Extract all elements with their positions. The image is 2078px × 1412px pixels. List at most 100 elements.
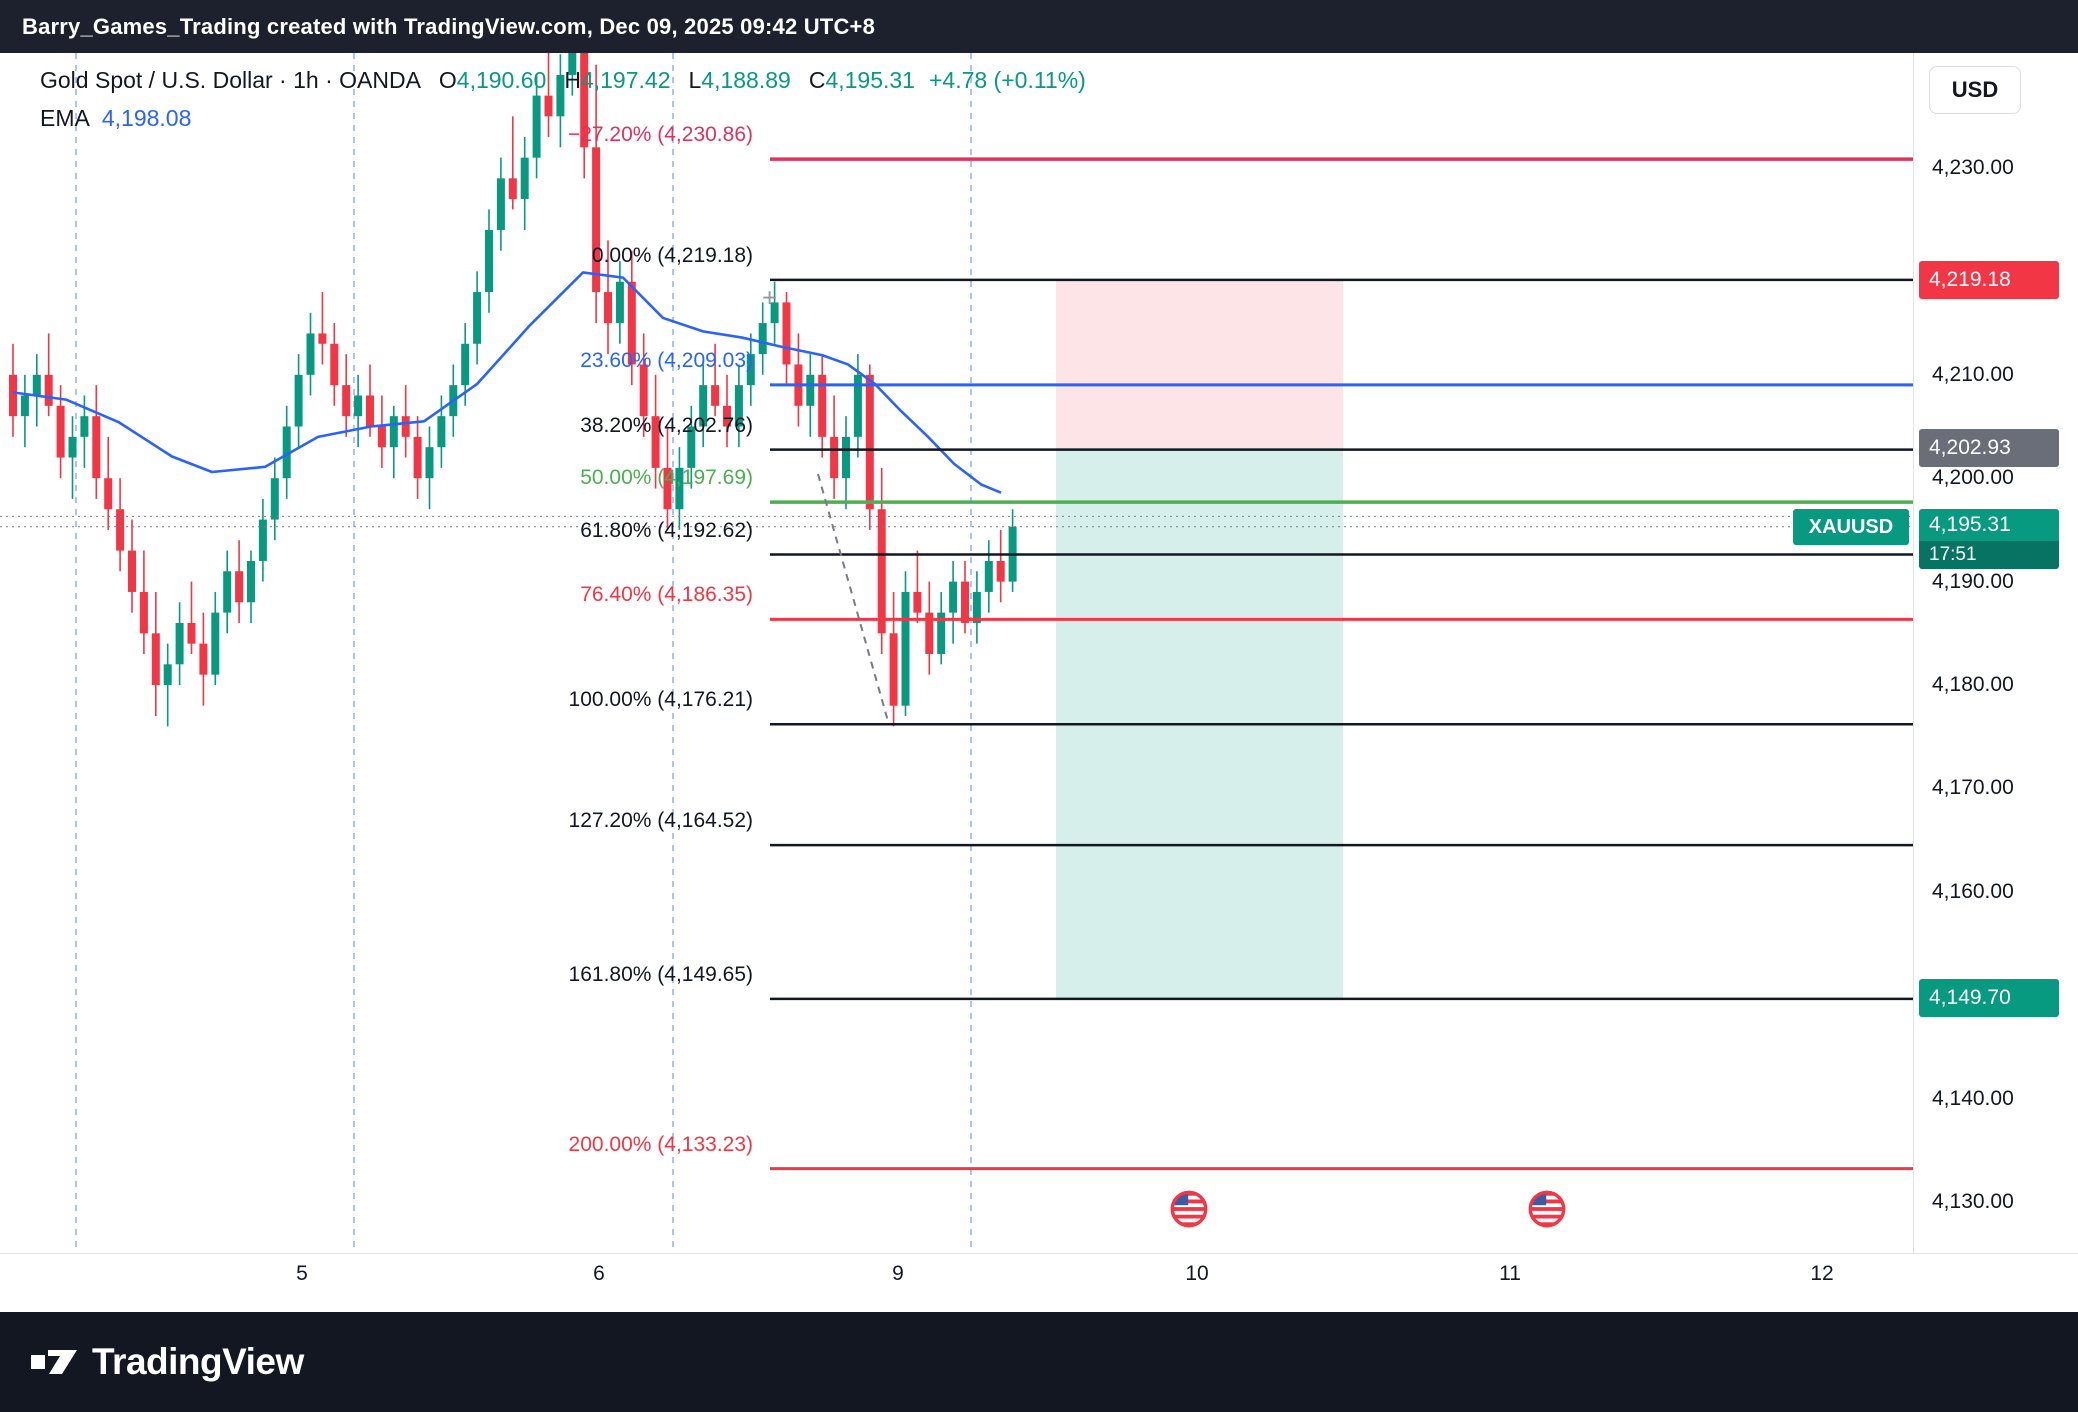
candle-body [520,157,529,200]
tradingview-wordmark: TradingView [92,1341,304,1382]
ema-value: 4,198.08 [101,105,192,131]
candle-body [627,281,636,365]
candle-body [247,560,255,603]
candle-body [56,405,65,458]
time-axis-label: 10 [1185,1262,1209,1285]
fib-label: 23.60% (4,209.03) [580,348,753,372]
candle-body [937,612,946,654]
supply-zone[interactable] [1056,279,1343,448]
candle-body [877,509,886,634]
candle-body [80,416,89,437]
candle-body [389,416,398,448]
price-tick-label: 4,180.00 [1932,673,2014,696]
price-tick-label: 4,160.00 [1932,879,2014,903]
candle-body [270,478,279,520]
candle-body [235,571,244,603]
fib-anchor-marker[interactable]: + [762,282,777,312]
candle-body [949,581,958,613]
candle-body [889,633,898,706]
candle-body [782,302,791,365]
candle-body [104,478,113,510]
candle-body [592,147,601,293]
fib-label: 0.00% (4,219.18) [591,243,753,267]
candle-body [734,385,743,427]
price-tick-label: 4,230.00 [1932,156,2014,179]
fib-label: 200.00% (4,133.23) [568,1132,753,1156]
candle-body [294,374,303,427]
us-flag-event-icon[interactable] [1170,1190,1208,1228]
candle-body [580,53,589,148]
candle-body [366,395,374,427]
candle-body [711,385,720,406]
support-price-badge: 4,149.70 [1919,979,2059,1018]
candle-body [163,664,172,685]
candle-body [830,436,839,479]
candle-body [485,230,493,293]
candle-body [806,374,815,406]
candle-body [651,416,660,468]
candle-body [568,53,577,75]
candle-body [9,374,17,417]
candle-body [199,643,208,675]
candle-body [211,612,220,675]
candle-body [44,374,53,406]
chart-plot-area[interactable]: + [0,53,1913,1312]
symbol-legend[interactable]: Gold Spot / U.S. Dollar · 1h · OANDA O4,… [40,67,1086,94]
time-axis-label: 9 [892,1262,904,1285]
price-tick-label: 4,170.00 [1932,776,2014,800]
candle-body [972,591,981,623]
candle-body [187,622,196,644]
candle-body [865,374,874,510]
ohlc-high: H4,197.42 [564,67,671,93]
fib-label: 38.20% (4,202.76) [580,413,753,437]
candle-body [853,374,862,437]
candle-body [258,519,267,561]
time-axis[interactable]: 5 6 9 10 11 12 [0,1253,2078,1313]
last-price-value: 4,195.31 [1919,508,2059,541]
candle-body [723,405,731,427]
candle-body [544,95,553,117]
attribution-text: Barry_Games_Trading created with Trading… [22,13,876,39]
ema-label: EMA [40,105,90,131]
candle-body [223,571,232,613]
candle-body [496,178,505,231]
candle-body [461,343,470,386]
candle-body [68,436,77,458]
fib-label: 61.80% (4,192.62) [580,518,753,542]
candle-body [306,333,315,375]
candle-body [639,364,648,417]
ema-legend[interactable]: EMA 4,198.08 [40,105,191,132]
tradingview-brand[interactable]: TradingView [30,1341,304,1383]
candle-body [318,333,327,344]
candle-body [151,633,160,685]
ema-line[interactable] [12,271,1002,494]
candle-body [984,560,993,592]
fib-trend-line[interactable] [817,473,889,722]
price-tick-label: 4,130.00 [1932,1190,2014,1213]
candle-body [770,302,779,324]
candle-body [925,612,934,654]
bar-countdown: 17:51 [1919,540,2059,569]
candle-body [139,591,148,634]
fib-label: 76.40% (4,186.35) [580,583,753,607]
candle-body [377,426,386,448]
candle-body [913,591,922,613]
currency-toggle-button[interactable]: USD [1929,66,2021,114]
last-price-badge: 4,195.31 17:51 [1919,508,2059,569]
ohlc-close: C4,195.31 [808,67,915,93]
ohlc-low: L4,188.89 [688,67,791,93]
us-flag-event-icon[interactable] [1528,1190,1566,1228]
price-axis[interactable]: 4,219.18 4,202.93 4,149.70 4,195.31 17:5… [1913,53,2078,1312]
candle-body [604,292,612,324]
candle-body [675,467,684,510]
candle-body [508,178,517,200]
candle-body [961,581,969,623]
anchor-price-badge: 4,202.93 [1919,428,2059,467]
candle-body [532,95,541,158]
candle-body [425,447,434,479]
fib-label: 161.80% (4,149.65) [568,962,753,986]
fib-label: 50.00% (4,197.69) [580,466,753,490]
chart-main: + −27.20% (4,230.86) 0.00% (4,219.18) 23.6… [0,53,2078,1313]
time-axis-label: 5 [296,1262,308,1285]
candle-body [401,416,410,437]
